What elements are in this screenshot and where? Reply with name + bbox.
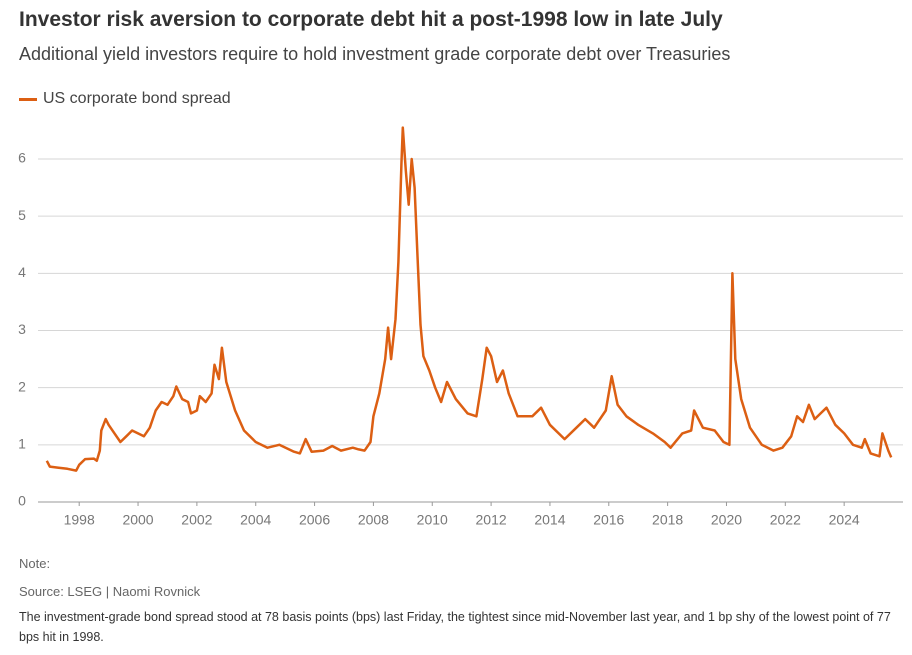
x-tick-label: 2024 <box>829 512 860 528</box>
legend-label: US corporate bond spread <box>43 90 231 107</box>
x-tick-label: 2012 <box>476 512 507 528</box>
x-tick-label: 2020 <box>711 512 742 528</box>
x-tick-label: 2008 <box>358 512 389 528</box>
x-tick-label: 2022 <box>770 512 801 528</box>
y-tick-label: 2 <box>18 378 26 394</box>
x-tick-label: 2010 <box>417 512 448 528</box>
y-tick-label: 3 <box>18 321 26 337</box>
x-tick-label: 2014 <box>534 512 565 528</box>
y-tick-label: 4 <box>18 264 26 280</box>
note: Note: <box>19 556 51 571</box>
x-tick-label: 2006 <box>299 512 330 528</box>
caption: The investment-grade bond spread stood a… <box>19 610 891 644</box>
x-tick-label: 2018 <box>652 512 683 528</box>
chart-title: Investor risk aversion to corporate debt… <box>19 8 723 31</box>
y-tick-label: 0 <box>18 493 26 509</box>
legend-swatch <box>19 97 37 101</box>
x-tick-label: 2000 <box>122 512 153 528</box>
x-tick-label: 2004 <box>240 512 271 528</box>
y-tick-label: 5 <box>18 207 26 223</box>
chart-subtitle: Additional yield investors require to ho… <box>19 44 731 64</box>
x-tick-label: 2002 <box>181 512 212 528</box>
x-tick-label: 2016 <box>593 512 624 528</box>
y-tick-label: 6 <box>18 150 26 166</box>
legend: US corporate bond spread <box>19 90 231 108</box>
x-tick-label: 1998 <box>64 512 95 528</box>
source: Source: LSEG | Naomi Rovnick <box>19 584 201 599</box>
y-tick-label: 1 <box>18 436 26 452</box>
data-line <box>45 126 893 472</box>
